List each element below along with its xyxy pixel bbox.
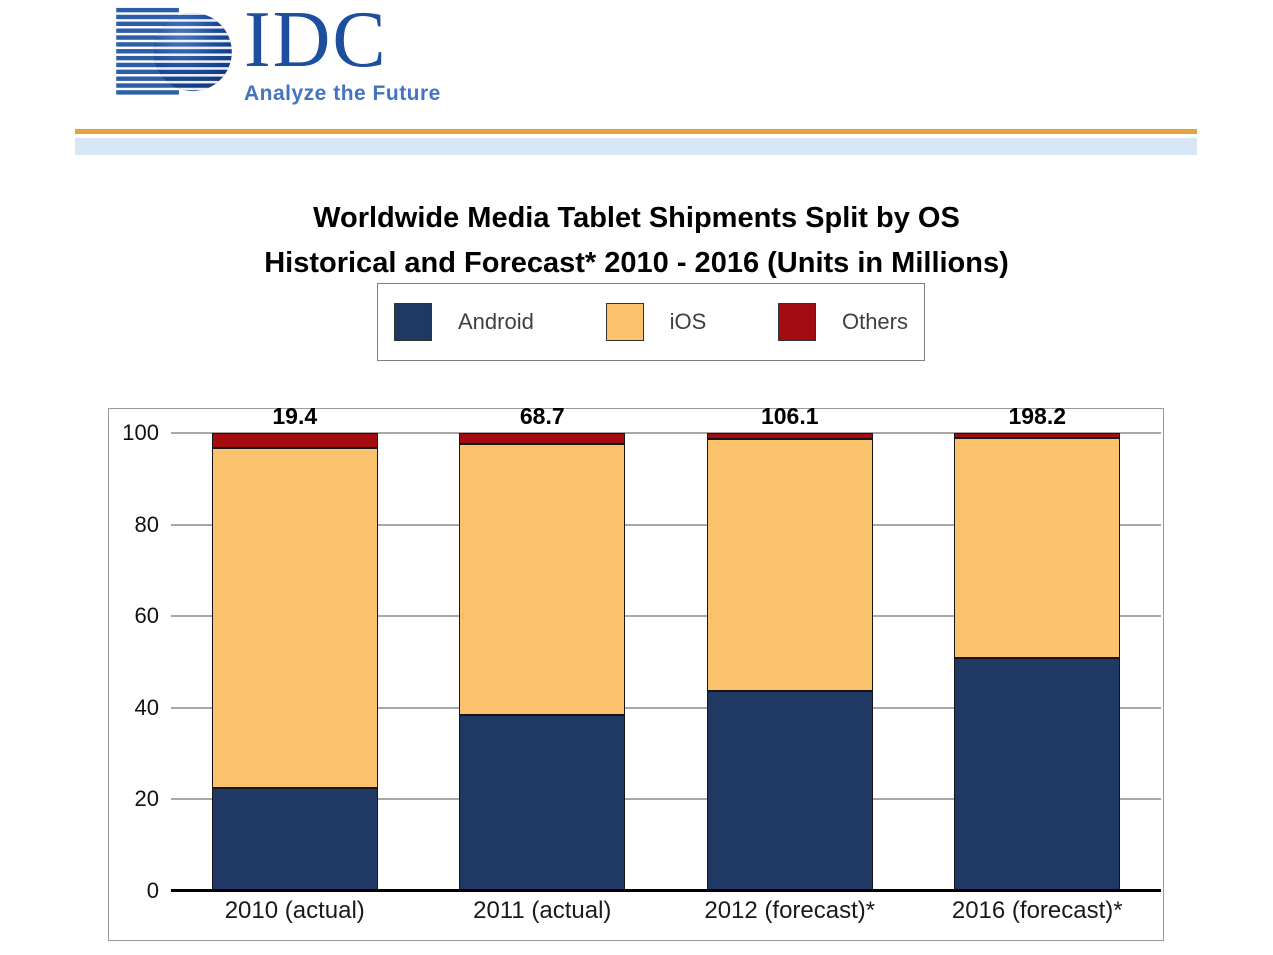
bar-slot-2011-actual: [419, 433, 667, 891]
y-tick-label-100: 100: [122, 420, 159, 445]
idc-logo-text: IDC Analyze the Future: [244, 0, 441, 106]
legend-item-ios: iOS: [605, 303, 707, 341]
gridline-80: [171, 523, 1161, 526]
bar-2012-forecast: [706, 433, 873, 891]
legend-label-ios: iOS: [669, 309, 707, 334]
bar-slot-2012-forecast: [666, 433, 914, 891]
chart-title: Worldwide Media Tablet Shipments Split b…: [0, 196, 1273, 286]
bar-total-2010-actual: 19.4: [272, 403, 318, 429]
bar-slot-2016-forecast: [914, 433, 1162, 891]
gold-rule: [75, 129, 1197, 134]
blue-band: [75, 138, 1197, 155]
ios-swatch: [605, 303, 644, 341]
segment-android-2016-forecast: [954, 657, 1121, 891]
totals-row: 19.4 68.7 106.1 198.2: [171, 403, 1161, 433]
segment-others-2010-actual: [211, 433, 378, 448]
idc-wordmark: IDC: [244, 0, 388, 84]
y-tick-label-80: 80: [134, 511, 159, 537]
segment-others-2016-forecast: [954, 433, 1121, 438]
bar-total-2011-actual: 68.7: [519, 403, 565, 429]
y-tick-label-20: 20: [134, 786, 159, 812]
x-category-label-2010-actual: 2010 (actual): [224, 897, 365, 924]
gridline-40: [171, 706, 1161, 709]
plot-area: [171, 432, 1161, 892]
bar-2016-forecast: [954, 433, 1121, 891]
chart: 19.4 68.7 106.1 198.2 2010 (actual) 2011 (ac…: [108, 403, 1164, 941]
idc-tagline: Analyze the Future: [244, 81, 441, 105]
segment-ios-2016-forecast: [954, 437, 1121, 658]
idc-logo: IDC Analyze the Future: [116, 0, 441, 106]
legend-item-others: Others: [777, 303, 908, 341]
bar-total-2016-forecast: 198.2: [1008, 403, 1067, 429]
x-axis-labels: 2010 (actual) 2011 (actual) 2012 (forecast…: [171, 897, 1161, 929]
x-axis-line: [171, 889, 1161, 892]
columns: [171, 433, 1161, 891]
legend-label-others: Others: [841, 309, 908, 334]
gridline-60: [171, 615, 1161, 618]
segment-ios-2012-forecast: [706, 438, 873, 691]
gridline-100: [171, 432, 1161, 434]
bar-2010-actual: [211, 433, 378, 891]
y-tick-label-40: 40: [134, 694, 159, 720]
x-category-label-2012-forecast: 2012 (forecast)*: [704, 897, 876, 924]
idc-globe-icon: [116, 7, 232, 95]
x-category-label-2016-forecast: 2016 (forecast)*: [951, 897, 1123, 924]
legend-label-android: Android: [458, 309, 534, 334]
bar-total-2012-forecast: 106.1: [760, 403, 819, 429]
legend-item-android: Android: [394, 303, 534, 341]
segment-others-2011-actual: [459, 433, 626, 444]
segment-ios-2010-actual: [211, 447, 378, 788]
bar-slot-2010-actual: [171, 433, 419, 891]
segment-android-2012-forecast: [706, 690, 873, 891]
chart-title-line1: Worldwide Media Tablet Shipments Split b…: [313, 202, 960, 234]
segment-android-2010-actual: [211, 787, 378, 891]
gridline-20: [171, 798, 1161, 801]
bar-2011-actual: [459, 433, 626, 891]
y-tick-label-60: 60: [134, 603, 159, 629]
chart-title-line2: Historical and Forecast* 2010 - 2016 (Un…: [264, 247, 1009, 279]
segment-android-2011-actual: [459, 714, 626, 891]
x-category-label-2011-actual: 2011 (actual): [473, 897, 612, 924]
segment-others-2012-forecast: [706, 433, 873, 439]
legend: Android iOS Others: [377, 283, 925, 361]
others-swatch: [777, 303, 816, 341]
segment-ios-2011-actual: [459, 444, 626, 715]
android-swatch: [394, 303, 432, 341]
y-tick-label-0: 0: [146, 878, 159, 903]
